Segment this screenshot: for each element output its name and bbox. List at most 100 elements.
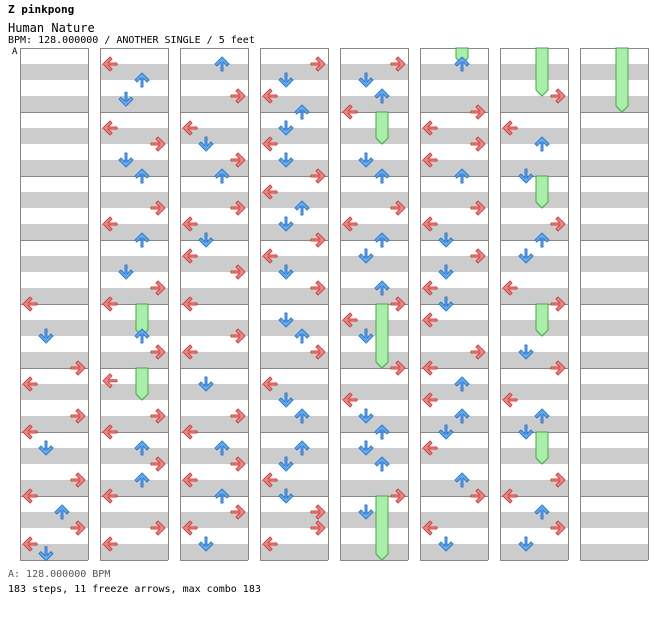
step-arrow-up: [134, 328, 150, 344]
step-arrow-right: [310, 520, 326, 536]
stripe: [420, 96, 488, 112]
freeze-arrow: [535, 431, 549, 465]
step-arrow-right: [150, 520, 166, 536]
step-arrow-right: [470, 344, 486, 360]
stripe: [180, 192, 248, 208]
stripe: [20, 256, 88, 272]
stripe: [340, 160, 408, 176]
step-arrow-left: [422, 520, 438, 536]
step-arrow-down: [278, 264, 294, 280]
freeze-arrow: [375, 111, 389, 145]
stripe: [580, 288, 648, 304]
step-arrow-down: [518, 168, 534, 184]
stripe: [500, 192, 568, 208]
stripe: [20, 544, 88, 560]
step-arrow-up: [54, 504, 70, 520]
stripe: [260, 128, 328, 144]
song-title: Human Nature: [8, 21, 95, 35]
step-arrow-up: [214, 488, 230, 504]
stripe: [340, 480, 408, 496]
stripe: [340, 384, 408, 400]
step-arrow-right: [150, 200, 166, 216]
stripe: [260, 192, 328, 208]
stripe: [100, 448, 168, 464]
step-arrow-up: [294, 328, 310, 344]
stripe: [500, 480, 568, 496]
step-arrow-left: [182, 216, 198, 232]
step-arrow-right: [470, 200, 486, 216]
step-arrow-down: [198, 376, 214, 392]
step-arrow-down: [358, 504, 374, 520]
stripe: [180, 512, 248, 528]
stripe: [180, 416, 248, 432]
step-arrow-left: [102, 216, 118, 232]
stripe: [420, 224, 488, 240]
stripe: [100, 384, 168, 400]
step-arrow-up: [134, 440, 150, 456]
step-arrow-down: [358, 72, 374, 88]
step-arrow-down: [118, 152, 134, 168]
step-arrow-left: [262, 136, 278, 152]
step-arrow-left: [102, 120, 118, 136]
stripe: [260, 320, 328, 336]
stripe: [500, 384, 568, 400]
step-arrow-down: [198, 136, 214, 152]
stripe: [20, 320, 88, 336]
stripe: [420, 64, 488, 80]
step-arrow-right: [70, 520, 86, 536]
step-arrow-up: [454, 168, 470, 184]
stripe: [20, 512, 88, 528]
step-arrow-up: [454, 408, 470, 424]
step-arrow-up: [374, 424, 390, 440]
step-arrow-down: [118, 91, 134, 107]
step-arrow-right: [310, 504, 326, 520]
step-arrow-up: [534, 504, 550, 520]
step-arrow-up: [294, 440, 310, 456]
step-arrow-right: [470, 248, 486, 264]
step-arrow-right: [70, 472, 86, 488]
stripe: [100, 320, 168, 336]
stripe: [100, 128, 168, 144]
stripe: [580, 480, 648, 496]
step-arrow-up: [214, 168, 230, 184]
step-arrow-left: [182, 296, 198, 312]
stripe: [180, 544, 248, 560]
step-arrow-left: [422, 360, 438, 376]
step-arrow-left: [422, 152, 438, 168]
step-arrow-left: [262, 376, 278, 392]
stripe: [180, 352, 248, 368]
step-arrow-down: [198, 232, 214, 248]
step-arrow-left: [22, 424, 38, 440]
step-arrow-left: [342, 216, 358, 232]
step-arrow-up: [294, 200, 310, 216]
stripe: [580, 192, 648, 208]
stripe: [340, 96, 408, 112]
step-arrow-left: [262, 248, 278, 264]
stripe: [340, 352, 408, 368]
step-arrow-left: [102, 488, 118, 504]
stripe: [20, 352, 88, 368]
stripe: [420, 256, 488, 272]
stripe: [500, 256, 568, 272]
step-arrow-down: [118, 264, 134, 280]
step-arrow-down: [518, 424, 534, 440]
step-arrow-down: [278, 312, 294, 328]
step-arrow-right: [470, 488, 486, 504]
step-arrow-right: [150, 344, 166, 360]
step-arrow-right: [470, 136, 486, 152]
step-arrow-down: [278, 120, 294, 136]
step-arrow-left: [422, 392, 438, 408]
stripe: [420, 544, 488, 560]
stripe: [420, 192, 488, 208]
step-arrow-right: [550, 360, 566, 376]
stripe: [420, 384, 488, 400]
step-arrow-up: [134, 72, 150, 88]
stripe: [580, 416, 648, 432]
stripe: [20, 160, 88, 176]
step-arrow-down: [358, 328, 374, 344]
step-arrow-left: [342, 312, 358, 328]
step-arrow-down: [198, 536, 214, 552]
stripe: [500, 448, 568, 464]
stripe: [260, 544, 328, 560]
step-arrow-up: [534, 136, 550, 152]
